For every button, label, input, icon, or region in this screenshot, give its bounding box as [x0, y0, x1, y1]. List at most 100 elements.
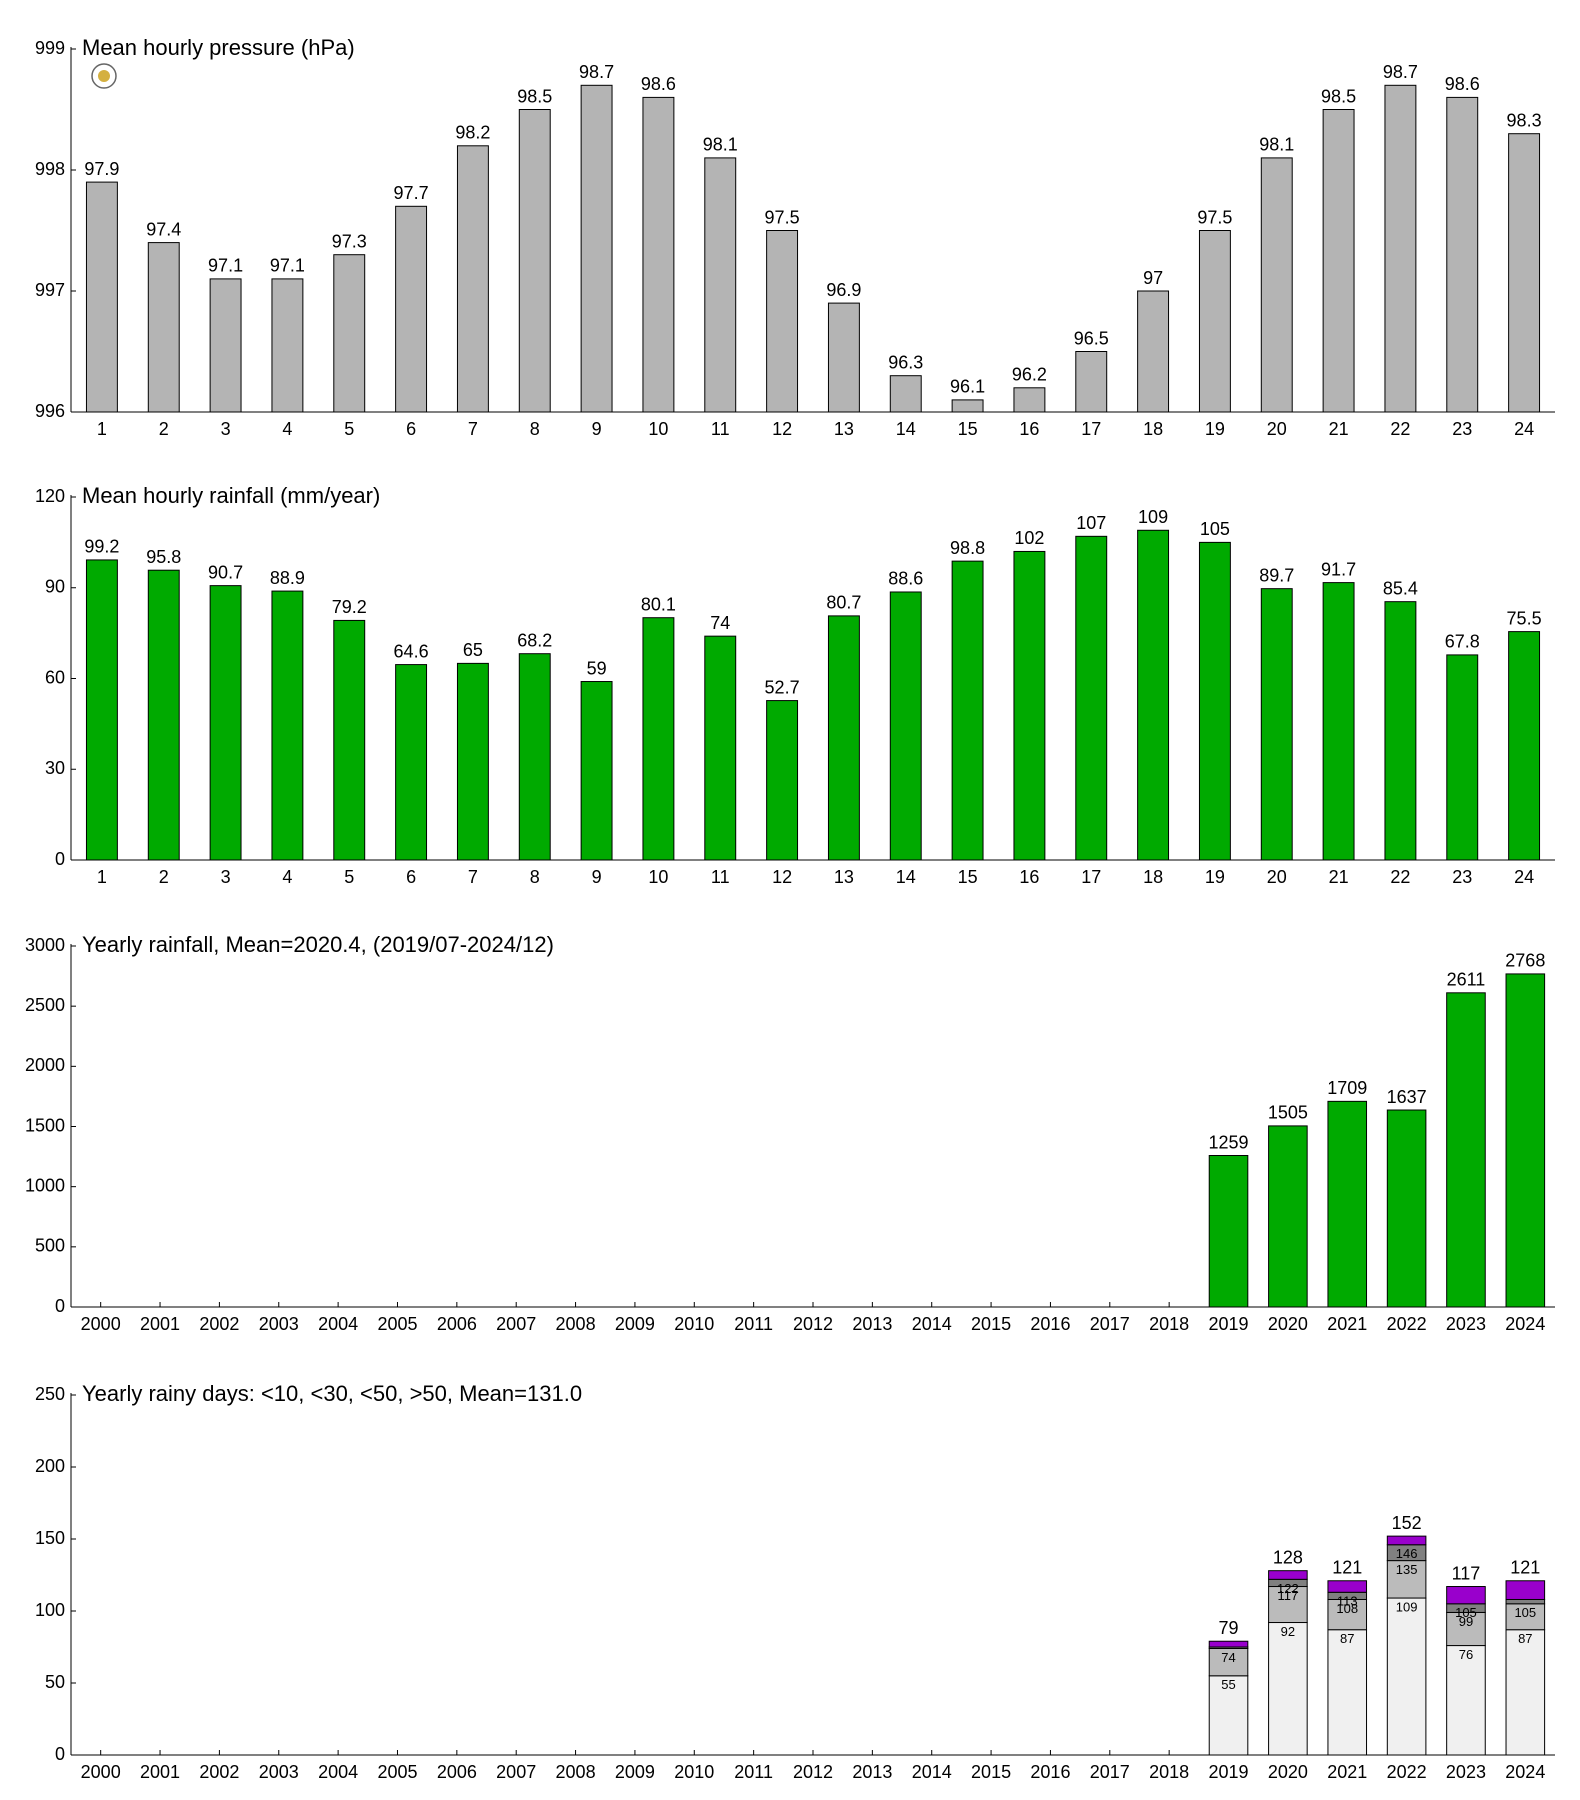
x-tick-label: 10 — [648, 419, 668, 439]
x-tick-label: 16 — [1019, 867, 1039, 887]
bar-segment — [1505, 1598, 1546, 1605]
bar — [889, 591, 922, 861]
value-label: 98.2 — [455, 123, 490, 143]
x-tick-label: 17 — [1081, 867, 1101, 887]
x-tick-label: 2010 — [674, 1762, 714, 1782]
segment-label: 109 — [1396, 1599, 1418, 1614]
y-tick-label: 120 — [35, 486, 65, 506]
x-tick-label: 19 — [1205, 867, 1225, 887]
y-tick-label: 998 — [35, 159, 65, 179]
x-tick-label: 2018 — [1149, 1314, 1189, 1334]
y-tick-label: 200 — [35, 1456, 65, 1476]
x-tick-label: 2005 — [377, 1762, 417, 1782]
x-tick-label: 2019 — [1208, 1762, 1248, 1782]
y-tick-label: 2000 — [25, 1055, 65, 1075]
bar — [1505, 973, 1546, 1308]
x-tick-label: 15 — [958, 867, 978, 887]
bar-segment — [1208, 1647, 1249, 1677]
x-tick-label: 2002 — [199, 1762, 239, 1782]
value-label: 91.7 — [1321, 559, 1356, 579]
bar — [1208, 1155, 1249, 1308]
x-tick-label: 2 — [159, 419, 169, 439]
x-tick-label: 2020 — [1268, 1762, 1308, 1782]
bar — [1137, 529, 1170, 861]
x-tick-label: 17 — [1081, 419, 1101, 439]
x-tick-label: 2000 — [81, 1314, 121, 1334]
x-tick-label: 13 — [834, 867, 854, 887]
value-label: 2611 — [1447, 970, 1486, 990]
x-tick-label: 2009 — [615, 1762, 655, 1782]
x-tick-label: 2016 — [1030, 1314, 1070, 1334]
bar — [766, 700, 799, 861]
bar — [1384, 601, 1417, 861]
x-tick-label: 22 — [1390, 419, 1410, 439]
bar — [1013, 550, 1046, 861]
bar — [1198, 230, 1231, 413]
value-label: 85.4 — [1383, 578, 1418, 598]
bar — [1384, 84, 1417, 413]
x-tick-label: 9 — [592, 867, 602, 887]
bar — [1013, 387, 1046, 413]
value-label: 88.6 — [888, 569, 923, 589]
y-tick-label: 60 — [45, 667, 65, 687]
chart-title: Yearly rainfall, Mean=2020.4, (2019/07-2… — [82, 932, 554, 957]
x-tick-label: 18 — [1143, 419, 1163, 439]
value-label: 98.5 — [1321, 86, 1356, 106]
x-tick-label: 22 — [1390, 867, 1410, 887]
bar — [456, 145, 489, 413]
bar-segment — [1505, 1603, 1546, 1631]
x-tick-label: 18 — [1143, 867, 1163, 887]
value-label: 59 — [587, 658, 607, 678]
bar — [1260, 157, 1293, 413]
value-label: 96.9 — [826, 280, 861, 300]
value-label: 97.5 — [1197, 207, 1232, 227]
y-tick-label: 1000 — [25, 1175, 65, 1195]
bar-segment — [1386, 1535, 1427, 1546]
x-tick-label: 2008 — [556, 1314, 596, 1334]
x-tick-label: 4 — [282, 419, 292, 439]
x-tick-label: 2012 — [793, 1314, 833, 1334]
bar-segment — [1268, 1622, 1308, 1756]
y-tick-label: 150 — [35, 1528, 65, 1548]
total-label: 79 — [1219, 1618, 1239, 1638]
bar — [333, 254, 366, 413]
bar — [704, 157, 737, 413]
value-label: 89.7 — [1259, 565, 1294, 585]
bar — [1137, 290, 1170, 413]
x-tick-label: 2017 — [1090, 1762, 1130, 1782]
bar — [85, 559, 118, 861]
value-label: 97.3 — [332, 231, 367, 251]
x-tick-label: 2009 — [615, 1314, 655, 1334]
y-tick-label: 2500 — [25, 995, 65, 1015]
bar — [580, 681, 613, 861]
bar — [1446, 96, 1479, 413]
value-label: 97.4 — [146, 219, 181, 239]
x-tick-label: 23 — [1452, 867, 1472, 887]
bar-segment — [1327, 1598, 1368, 1631]
x-tick-label: 20 — [1267, 419, 1287, 439]
bar — [1198, 541, 1231, 861]
total-label: 152 — [1392, 1513, 1422, 1533]
bar — [1508, 631, 1541, 861]
value-label: 98.6 — [1445, 74, 1480, 94]
y-tick-label: 0 — [55, 849, 65, 869]
x-tick-label: 2012 — [793, 1762, 833, 1782]
y-tick-label: 0 — [55, 1744, 65, 1764]
value-label: 1259 — [1208, 1132, 1248, 1152]
x-tick-label: 24 — [1514, 419, 1534, 439]
value-label: 97.9 — [84, 159, 119, 179]
x-tick-label: 11 — [711, 419, 730, 439]
x-tick-label: 21 — [1329, 419, 1349, 439]
bar — [1268, 1125, 1308, 1308]
x-tick-label: 2003 — [259, 1314, 299, 1334]
bar-segment — [1208, 1675, 1249, 1756]
bar — [147, 242, 180, 413]
total-label: 128 — [1273, 1547, 1303, 1567]
value-label: 98.3 — [1507, 110, 1542, 130]
x-tick-label: 2006 — [437, 1314, 477, 1334]
bar — [580, 84, 613, 413]
x-tick-label: 2017 — [1090, 1314, 1130, 1334]
value-label: 98.8 — [950, 538, 985, 558]
bar — [951, 560, 984, 861]
x-tick-label: 14 — [896, 419, 916, 439]
